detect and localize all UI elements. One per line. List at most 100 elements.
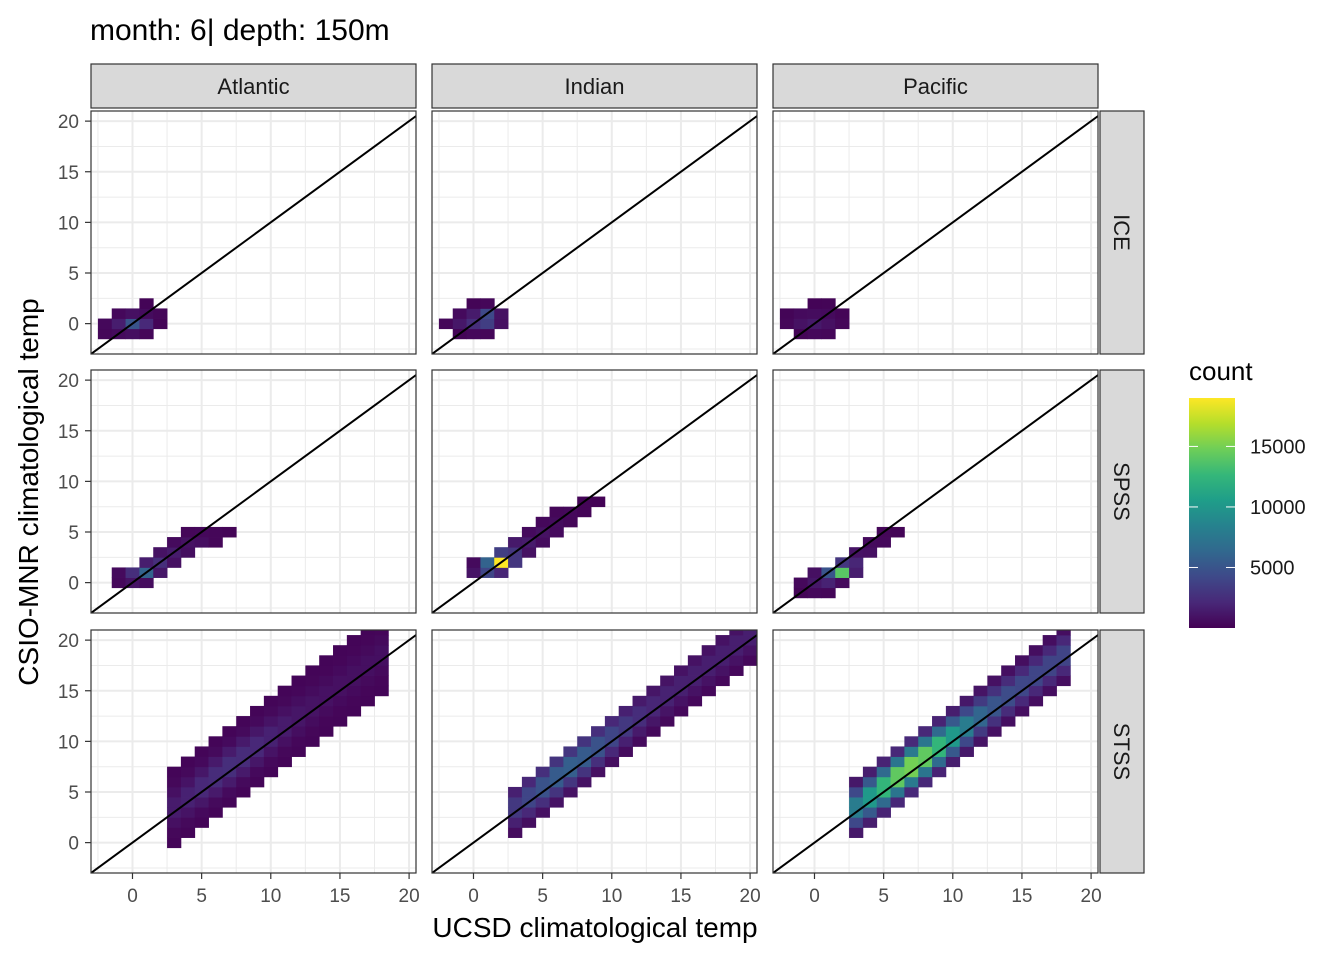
panel-border bbox=[772, 110, 1099, 355]
strip-label: Indian bbox=[565, 74, 625, 99]
strip-label: STSS bbox=[1109, 723, 1134, 780]
heatmap-bin bbox=[779, 308, 795, 319]
heatmap-bin bbox=[563, 746, 578, 757]
heatmap-bin bbox=[591, 736, 606, 747]
heatmap-bin bbox=[263, 746, 279, 757]
heatmap-bin bbox=[973, 685, 988, 697]
heatmap-bin bbox=[835, 567, 850, 578]
heatmap-bin bbox=[480, 298, 495, 309]
heatmap-bin bbox=[862, 786, 878, 798]
heatmap-bin bbox=[305, 695, 320, 707]
heatmap-bin bbox=[346, 665, 362, 676]
heatmap-bin bbox=[360, 630, 375, 636]
strip-label: Pacific bbox=[903, 74, 968, 99]
y-tick-label: 0 bbox=[68, 315, 79, 336]
y-tick-label: 15 bbox=[58, 682, 79, 703]
heatmap-bin bbox=[1042, 635, 1057, 646]
heatmap-bin bbox=[222, 736, 237, 747]
strip-background bbox=[90, 63, 417, 109]
heatmap-bin bbox=[849, 567, 864, 578]
strip-pacific: Pacific bbox=[772, 63, 1099, 109]
heatmap-bin bbox=[374, 665, 389, 676]
heatmap-bin bbox=[1001, 716, 1016, 727]
heatmap-bin bbox=[1042, 645, 1057, 656]
heatmap-bin bbox=[521, 817, 537, 828]
panel-atlantic-stss bbox=[90, 629, 417, 874]
heatmap-bin bbox=[577, 766, 592, 778]
heatmap-bin bbox=[521, 807, 537, 818]
heatmap-bin bbox=[591, 766, 606, 778]
heatmap-bin bbox=[508, 786, 523, 798]
heatmap-bin bbox=[494, 308, 509, 319]
heatmap-bin bbox=[125, 328, 140, 340]
heatmap-bin bbox=[494, 547, 509, 558]
strip-label: Atlantic bbox=[217, 74, 289, 99]
heatmap-bin bbox=[821, 577, 836, 589]
heatmap-bin bbox=[305, 685, 320, 697]
heatmap-bin bbox=[305, 665, 320, 676]
heatmap-bin bbox=[987, 726, 1002, 737]
heatmap-bin bbox=[535, 537, 550, 548]
heatmap-bin bbox=[932, 726, 947, 737]
heatmap-bin bbox=[632, 736, 647, 747]
heatmap-bin bbox=[167, 537, 182, 548]
heatmap-bin bbox=[333, 695, 348, 707]
heatmap-bin bbox=[208, 786, 223, 798]
heatmap-bin bbox=[701, 685, 716, 697]
heatmap-bin bbox=[890, 746, 905, 757]
x-tick-label: 10 bbox=[260, 886, 281, 907]
x-tick-label: 10 bbox=[601, 886, 622, 907]
identity-line bbox=[773, 633, 1098, 873]
heatmap-bin bbox=[139, 318, 154, 330]
heatmap-bin bbox=[646, 716, 661, 727]
heatmap-bin bbox=[346, 695, 362, 707]
heatmap-bin bbox=[604, 716, 620, 727]
heatmap-bin bbox=[918, 766, 933, 778]
heatmap-bin bbox=[918, 726, 933, 737]
axes-layer: 0 5 10 15 20 0 5 10 15 20 0 5 10 15 20 0 5 10 15 20 0 5 10 15 20… bbox=[58, 112, 1102, 907]
heatmap-bin bbox=[222, 786, 237, 798]
heatmap-bin bbox=[849, 817, 864, 828]
heatmap-bin bbox=[743, 615, 757, 626]
heatmap-bin bbox=[807, 587, 822, 599]
heatmap-bin bbox=[153, 308, 168, 319]
heatmap-bin bbox=[208, 746, 223, 757]
heatmap-bin bbox=[535, 766, 550, 778]
heatmap-bin bbox=[904, 746, 919, 757]
heatmap-bin bbox=[333, 645, 348, 656]
heatmap-bin bbox=[250, 776, 265, 788]
heatmap-bin bbox=[1001, 665, 1016, 676]
panel-atlantic-ice bbox=[90, 110, 417, 355]
heatmap-bin bbox=[521, 776, 537, 788]
heatmap-bin bbox=[139, 328, 154, 340]
heatmap-bin bbox=[549, 526, 564, 538]
x-tick-label: 15 bbox=[329, 886, 350, 907]
heatmap-bin bbox=[180, 817, 196, 828]
heatmap-bin bbox=[821, 328, 836, 340]
x-tick-label: 5 bbox=[878, 886, 889, 907]
heatmap-bin bbox=[111, 567, 126, 578]
heatmap-bin bbox=[194, 797, 209, 808]
heatmap-bin bbox=[1001, 685, 1016, 697]
x-tick-label: 20 bbox=[1081, 886, 1102, 907]
heatmap-bin bbox=[125, 567, 140, 578]
heatmap-bin bbox=[563, 786, 578, 798]
heatmap-bin bbox=[305, 726, 320, 737]
heatmap-bin bbox=[959, 716, 974, 727]
identity-line bbox=[91, 114, 416, 354]
strip-background bbox=[431, 63, 758, 109]
heatmap-bin bbox=[360, 675, 375, 687]
heatmap-bin bbox=[263, 695, 279, 707]
heatmap-bin bbox=[973, 736, 988, 747]
heatmap-bin bbox=[346, 705, 362, 717]
heatmap-bin bbox=[180, 786, 196, 798]
heatmap-bin bbox=[876, 797, 891, 808]
heatmap-bin bbox=[167, 766, 182, 778]
heatmap-bin bbox=[1042, 655, 1057, 666]
heatmap-bin bbox=[360, 645, 375, 656]
heatmap-bin bbox=[1015, 655, 1030, 666]
heatmap-bin bbox=[452, 318, 467, 330]
heatmap-bin bbox=[932, 736, 947, 747]
heatmap-bin bbox=[236, 746, 251, 757]
panel-border bbox=[772, 369, 1099, 614]
